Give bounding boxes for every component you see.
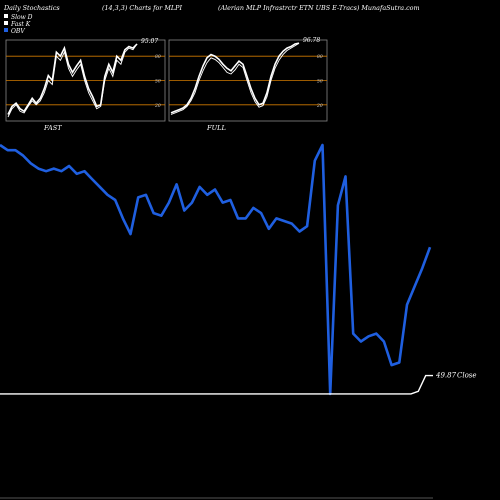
fast-stochastic-panel: 20 50 80 95.07 [5,38,166,122]
legend-swatch-fast-k [4,21,8,25]
full-panel-title: FULL [206,124,226,132]
header-left: Daily Stochastics [3,4,60,12]
fast-fast-k-line [7,43,138,118]
obv-line [0,143,432,396]
full-last-value-label: 96.78 [303,37,320,44]
legend: Slow D Fast K OBV [4,14,33,35]
header-right: (Alerian MLP Infrastrctr ETN UBS E-Tracs… [218,4,420,12]
obv-close-plot: 49.87 Close [0,143,477,396]
full-tick-label-50: 50 [317,79,323,85]
full-fast-k-line [170,42,300,115]
fast-tick-label-50: 50 [155,79,161,85]
fast-last-value-label: 95.07 [141,38,158,45]
fast-tick-label-20: 20 [154,103,161,109]
legend-swatch-obv [4,28,8,32]
full-slow-d-line [170,42,300,114]
legend-slow-d-label: Slow D [11,14,33,21]
fast-panel-title: FAST [43,124,62,132]
full-stochastic-panel: 20 50 80 96.78 [168,37,328,122]
legend-fast-k-label: Fast K [10,21,31,28]
close-line [0,374,433,395]
full-tick-label-80: 80 [317,54,323,60]
close-series-label: Close [457,372,477,380]
close-last-value-label: 49.87 [435,372,457,380]
legend-swatch-slow-d [4,14,8,18]
fast-slow-d-line [7,43,138,115]
full-tick-label-20: 20 [316,103,323,109]
fast-tick-label-80: 80 [155,54,161,60]
legend-obv-label: OBV [11,28,25,35]
header-center: (14,3,3) Charts for MLPI [102,4,182,12]
